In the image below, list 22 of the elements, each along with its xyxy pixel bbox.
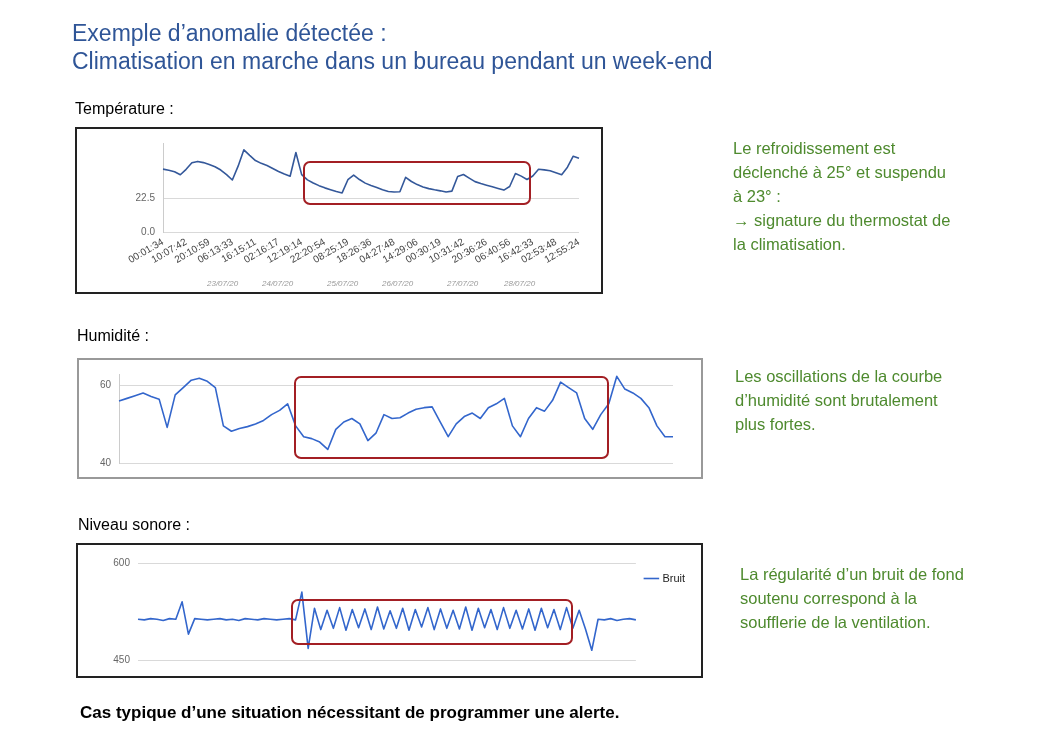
text: 23/07/20	[207, 279, 239, 288]
text: 24/07/20	[262, 279, 294, 288]
text: Cas typique d’une situation nécessitant de programmer une alerte.	[80, 703, 620, 723]
chart-title: Humidité :	[77, 327, 150, 345]
y-tick-label: 40	[99, 456, 112, 468]
chart-title: Niveau sonore :	[78, 516, 191, 534]
y-tick-label: 60	[99, 379, 112, 391]
y-tick-label: 450	[113, 653, 131, 665]
y-tick-label: 0.0	[141, 225, 156, 237]
y-tick-label: 600	[113, 556, 131, 568]
text: 25/07/20	[327, 279, 359, 288]
legend-label: Bruit	[662, 571, 686, 584]
chart-title: Température :	[75, 100, 174, 118]
text: 28/07/20	[504, 279, 536, 288]
text: Climatisation en marche dans un bureau pendant un week-end	[72, 48, 713, 75]
text: Les oscillations de la courbe d’humidité sont brutalement plus fortes.	[735, 366, 944, 435]
text: Exemple d’anomalie détectée :	[72, 20, 387, 47]
text: 26/07/20	[382, 279, 414, 288]
text: Le refroidissement est déclenché à 25° et suspendu à 23° : → signature du thermostat de la climatisation.	[733, 138, 952, 255]
text: La régularité d’un bruit de fond soutenu correspond à la soufflerie de la ventilation.	[740, 564, 965, 633]
text: 27/07/20	[447, 279, 479, 288]
y-tick-label: 22.5	[135, 192, 156, 204]
